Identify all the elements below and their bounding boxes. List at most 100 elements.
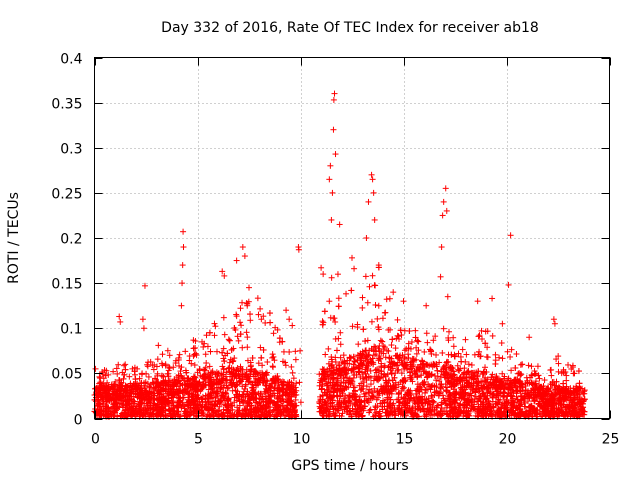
data-point [159, 351, 166, 358]
data-point [282, 362, 289, 369]
data-point [343, 290, 350, 297]
data-point [541, 377, 548, 384]
data-point [507, 353, 514, 360]
data-point [366, 283, 373, 290]
data-point [409, 404, 416, 411]
data-point [382, 309, 389, 316]
data-point [220, 314, 227, 321]
data-point [166, 352, 173, 359]
data-point [475, 333, 482, 340]
data-point [513, 351, 520, 358]
data-point [548, 372, 555, 379]
data-point [484, 344, 491, 351]
data-point [113, 365, 120, 372]
data-point [212, 323, 219, 330]
data-point [139, 316, 146, 323]
data-point [471, 351, 478, 358]
data-point [247, 311, 254, 318]
data-point [333, 347, 340, 354]
data-point [528, 363, 535, 370]
data-point [325, 345, 332, 352]
data-point [221, 331, 228, 338]
data-point [434, 367, 441, 374]
data-point [332, 335, 339, 342]
data-point [547, 367, 554, 374]
data-point [523, 374, 530, 381]
data-point [286, 316, 293, 323]
data-point [178, 302, 185, 309]
data-point [468, 361, 475, 368]
data-point [288, 363, 295, 370]
data-point [394, 332, 401, 339]
data-point [534, 363, 541, 370]
data-point [267, 319, 274, 326]
data-point [322, 351, 329, 358]
data-point [499, 355, 506, 362]
data-point [191, 362, 198, 369]
data-point [576, 380, 583, 387]
data-point [319, 381, 326, 388]
data-point [380, 343, 387, 350]
data-point [364, 299, 371, 306]
data-point [362, 273, 369, 280]
data-point [553, 356, 560, 363]
data-point [274, 326, 281, 333]
data-point [180, 228, 187, 235]
grid-lines [94, 57, 610, 419]
data-point [383, 296, 390, 303]
data-point [283, 307, 290, 314]
data-point [143, 370, 150, 377]
data-point [269, 363, 276, 370]
data-point [289, 322, 296, 329]
data-point [295, 246, 302, 253]
data-point [483, 353, 490, 360]
data-point [395, 366, 402, 373]
data-point [459, 346, 466, 353]
data-point [266, 310, 273, 317]
data-point [337, 354, 344, 361]
data-point [176, 351, 183, 358]
data-point [213, 348, 220, 355]
data-point [369, 272, 376, 279]
data-point [203, 359, 210, 366]
data-point [166, 364, 173, 371]
data-point [280, 348, 287, 355]
data-point [334, 271, 341, 278]
data-point [140, 325, 147, 332]
data-point [478, 327, 485, 334]
data-point [344, 357, 351, 364]
data-point [182, 348, 189, 355]
data-point [225, 336, 232, 343]
data-point [117, 318, 124, 325]
data-point [379, 315, 386, 322]
data-point [243, 329, 250, 336]
data-point [115, 361, 122, 368]
data-point [332, 318, 339, 325]
data-point [126, 373, 133, 380]
data-point [264, 358, 271, 365]
data-point [239, 344, 246, 351]
data-point [233, 313, 240, 320]
data-point [97, 375, 104, 382]
data-point [235, 337, 242, 344]
data-point [359, 294, 366, 301]
data-point [180, 244, 187, 251]
data-point [144, 363, 151, 370]
data-point [439, 349, 446, 356]
data-point [335, 362, 342, 369]
data-point [368, 318, 375, 325]
data-point [525, 362, 532, 369]
data-point [362, 347, 369, 354]
data-point [145, 373, 152, 380]
data-point [244, 334, 251, 341]
data-point [233, 257, 240, 264]
data-point [379, 338, 386, 345]
data-point [337, 341, 344, 348]
data-point [424, 339, 431, 346]
data-point [254, 295, 261, 302]
data-point [257, 305, 264, 312]
data-point [421, 348, 428, 355]
data-point [531, 371, 538, 378]
data-point [219, 349, 226, 356]
